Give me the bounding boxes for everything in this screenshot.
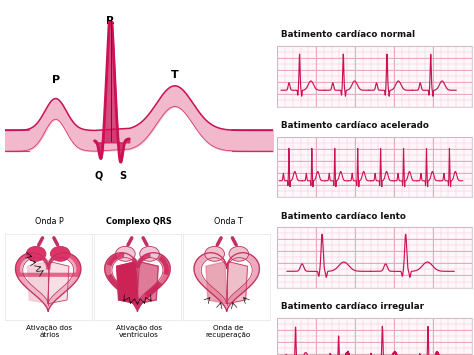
Text: Ativação dos
átrios: Ativação dos átrios [27, 325, 73, 338]
Text: IMAGEM: IMAGEM [411, 5, 460, 15]
Text: S: S [119, 171, 127, 181]
Polygon shape [206, 262, 228, 304]
Ellipse shape [116, 246, 135, 261]
Text: Complexo QRS: Complexo QRS [106, 217, 172, 226]
Text: Ativação dos
ventrículos: Ativação dos ventrículos [116, 325, 162, 338]
Text: Batimento cardíaco normal: Batimento cardíaco normal [281, 31, 415, 39]
Ellipse shape [26, 246, 46, 261]
Text: T: T [171, 70, 179, 80]
Text: Batimento cardíaco irregular: Batimento cardíaco irregular [281, 302, 424, 311]
Text: Onda P: Onda P [35, 217, 64, 226]
Polygon shape [105, 253, 170, 311]
Text: Batimento cardíaco acelerado: Batimento cardíaco acelerado [281, 121, 429, 130]
Ellipse shape [229, 246, 249, 261]
Ellipse shape [50, 246, 70, 261]
Polygon shape [194, 253, 259, 311]
Polygon shape [201, 258, 252, 304]
Polygon shape [112, 258, 163, 304]
Polygon shape [137, 262, 158, 304]
Polygon shape [27, 262, 49, 304]
Polygon shape [117, 262, 138, 304]
Text: Batimento cardíaco lento: Batimento cardíaco lento [281, 212, 406, 220]
Text: Onda T: Onda T [214, 217, 242, 226]
Polygon shape [47, 262, 69, 304]
Polygon shape [16, 253, 81, 311]
Polygon shape [23, 258, 73, 304]
Polygon shape [226, 262, 247, 304]
Ellipse shape [140, 246, 159, 261]
Text: R: R [106, 16, 115, 26]
Text: Q: Q [94, 171, 102, 181]
Ellipse shape [205, 246, 225, 261]
Text: P: P [52, 75, 60, 85]
Text: Onda de
recuperação: Onda de recuperação [205, 325, 251, 338]
